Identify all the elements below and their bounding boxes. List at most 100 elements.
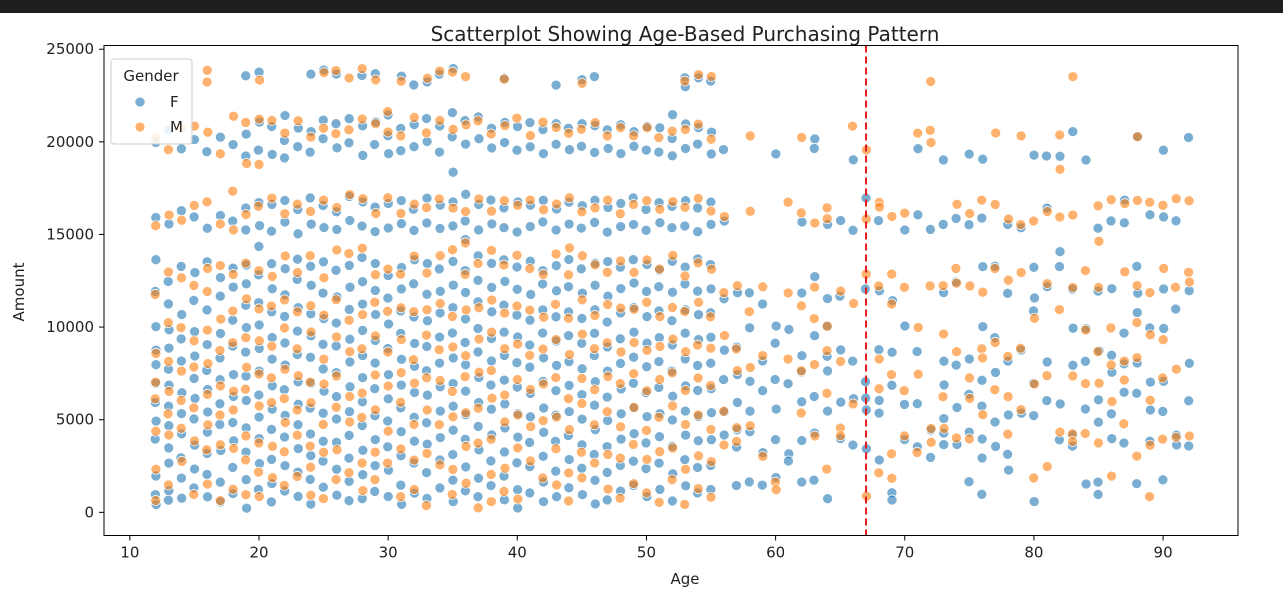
data-point-m <box>291 198 303 210</box>
data-point-m <box>601 337 613 349</box>
data-point-f <box>976 374 988 386</box>
data-point-m <box>680 124 691 135</box>
data-point-f <box>459 215 471 227</box>
data-point-m <box>602 299 614 310</box>
x-tick-label: 50 <box>637 544 656 562</box>
data-point-m <box>614 452 626 464</box>
data-point-m <box>472 437 484 449</box>
data-point-f <box>421 341 433 352</box>
data-point-f <box>615 221 627 232</box>
data-point-f <box>1054 246 1066 257</box>
data-point-m <box>266 192 278 204</box>
data-point-f <box>279 263 291 275</box>
data-point-m <box>576 446 587 458</box>
data-point-m <box>615 346 627 358</box>
data-point-f <box>511 226 523 238</box>
data-point-f <box>911 398 923 410</box>
data-point-m <box>563 127 575 139</box>
data-point-m <box>705 311 716 323</box>
data-point-m <box>653 132 665 143</box>
data-point-f <box>615 408 627 420</box>
data-point-f <box>460 313 471 325</box>
data-point-m <box>472 502 484 514</box>
data-point-m <box>447 464 459 475</box>
data-point-f <box>1106 433 1118 445</box>
data-point-f <box>692 138 703 150</box>
data-point-f <box>641 311 653 322</box>
data-point-f <box>990 367 1001 378</box>
data-point-m <box>873 280 885 292</box>
data-point-f <box>369 258 381 269</box>
data-point-f <box>1092 222 1104 234</box>
data-point-m <box>679 499 691 510</box>
data-point-m <box>266 300 277 312</box>
data-point-m <box>705 342 717 354</box>
data-point-m <box>950 263 962 274</box>
data-point-m <box>305 206 316 217</box>
data-point-m <box>1131 352 1143 363</box>
data-point-f <box>460 385 471 397</box>
data-point-m <box>757 350 769 361</box>
data-point-m <box>460 407 472 419</box>
data-point-m <box>641 122 653 134</box>
data-point-f <box>653 146 665 158</box>
data-point-m <box>163 386 175 397</box>
data-point-f <box>537 327 548 339</box>
data-point-m <box>977 352 988 364</box>
data-point-m <box>731 365 743 376</box>
data-point-f <box>524 361 536 373</box>
data-point-m <box>422 72 433 84</box>
data-point-f <box>925 224 936 235</box>
data-point-m <box>847 398 859 410</box>
data-point-f <box>472 346 484 358</box>
data-point-m <box>1093 377 1105 389</box>
data-point-f <box>383 369 394 381</box>
data-point-m <box>1157 433 1168 445</box>
data-point-m <box>1093 282 1104 293</box>
data-point-f <box>576 389 588 400</box>
data-point-f <box>563 218 575 230</box>
data-point-f <box>202 491 213 503</box>
data-point-f <box>434 307 446 319</box>
data-point-f <box>744 405 756 417</box>
data-point-f <box>434 432 446 443</box>
data-point-f <box>757 298 768 310</box>
data-point-m <box>228 110 239 122</box>
data-point-m <box>1131 450 1143 462</box>
data-point-m <box>925 423 937 434</box>
data-point-m <box>382 305 393 317</box>
data-point-m <box>459 371 471 382</box>
data-point-f <box>977 153 989 165</box>
data-point-m <box>253 437 265 449</box>
data-point-f <box>511 457 523 469</box>
data-point-m <box>680 419 691 430</box>
data-point-f <box>1158 283 1169 295</box>
data-point-m <box>1118 418 1130 430</box>
data-point-f <box>615 283 627 294</box>
data-point-f <box>692 462 703 473</box>
data-point-f <box>382 222 394 234</box>
data-point-m <box>512 199 523 211</box>
data-point-f <box>447 220 459 232</box>
data-point-f <box>473 133 485 145</box>
data-point-m <box>279 417 291 428</box>
data-point-f <box>318 222 330 233</box>
data-point-f <box>369 383 381 395</box>
y-axis-label: Amount <box>10 262 28 321</box>
data-point-f <box>731 480 742 491</box>
data-point-m <box>951 277 962 289</box>
data-point-m <box>1184 430 1195 442</box>
chart-title: Scatterplot Showing Age-Based Purchasing… <box>431 22 940 46</box>
data-point-f <box>692 435 704 447</box>
data-point-m <box>240 209 252 220</box>
data-point-f <box>214 398 226 410</box>
data-point-m <box>615 421 626 433</box>
data-point-f <box>822 493 833 505</box>
data-point-f <box>653 457 665 469</box>
data-point-m <box>253 159 265 170</box>
data-point-m <box>1105 322 1117 334</box>
data-point-f <box>317 133 329 145</box>
data-point-m <box>821 463 833 475</box>
data-point-f <box>1028 496 1040 507</box>
data-point-f <box>486 355 497 367</box>
